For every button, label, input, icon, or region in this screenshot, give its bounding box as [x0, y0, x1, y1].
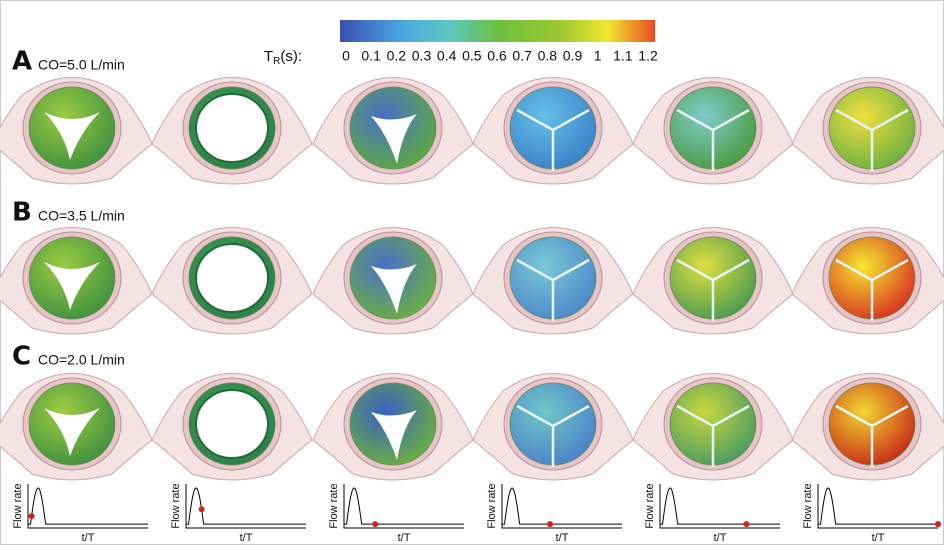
inset-x-label: t/T: [82, 532, 95, 544]
figure: TR(s): 0 0.1 0.2 0.3 0.4 0.5 0.6 0.7 0.8 0.9 1 1.1 1…: [0, 0, 944, 545]
valve: [633, 228, 793, 335]
valve: [473, 78, 633, 185]
colorbar-tick-label: 0.3: [412, 48, 432, 64]
time-marker: [372, 521, 378, 527]
valve: [152, 78, 312, 185]
flow-curve: [660, 488, 780, 524]
colorbar-tick-label: 0.5: [462, 48, 482, 64]
orifice: [196, 390, 268, 458]
colorbar-tick-label: 0.6: [487, 48, 507, 64]
inset-y-label: Flow rate: [644, 483, 656, 528]
panel-letter: B: [12, 198, 32, 228]
label-main: T: [264, 48, 273, 65]
valve: [633, 78, 793, 185]
valve: [0, 228, 152, 335]
label-suffix: (s):: [280, 48, 302, 65]
inset-y-label: Flow rate: [802, 483, 814, 528]
inset-x-label: t/T: [240, 532, 253, 544]
inset-y-label: Flow rate: [486, 483, 498, 528]
inset-x-label: t/T: [556, 532, 569, 544]
valve: [0, 78, 152, 185]
valve: [473, 374, 633, 481]
inset-axes: [502, 484, 622, 528]
inset-x-label: t/T: [714, 532, 727, 544]
valve: [792, 228, 944, 335]
colorbar-tick-label: 0.9: [563, 48, 583, 64]
colorbar: [340, 20, 655, 42]
label-sub: R: [273, 56, 280, 67]
flow-curve: [28, 488, 148, 524]
time-marker: [935, 521, 941, 527]
inset-axes: [28, 484, 148, 528]
colorbar-tick-label: 0.4: [437, 48, 457, 64]
valve: [313, 78, 473, 185]
colorbar-tick-label: 0.1: [361, 48, 381, 64]
colorbar-tick-label: 0: [342, 48, 350, 64]
valve: [792, 374, 944, 481]
colorbar-tick-label: 1.1: [613, 48, 633, 64]
inset-axes: [660, 484, 780, 528]
colorbar-tick-label: 0.2: [387, 48, 407, 64]
valve: [792, 78, 944, 185]
flow-curve: [186, 488, 306, 524]
valve: [0, 374, 152, 481]
valve: [313, 374, 473, 481]
colorbar-tick-label: 1: [594, 48, 602, 64]
valve: [313, 228, 473, 335]
colorbar-tick-label: 0.7: [512, 48, 532, 64]
panel-label: CO=2.0 L/min: [38, 352, 125, 368]
valve: [152, 374, 312, 481]
inset-y-label: Flow rate: [170, 483, 182, 528]
panel-letter: A: [12, 47, 32, 77]
panel-label: CO=3.5 L/min: [38, 208, 125, 224]
panel-label: CO=5.0 L/min: [38, 57, 125, 73]
flow-curve: [502, 488, 622, 524]
colorbar-tick-label: 0.8: [538, 48, 558, 64]
colorbar-label: TR(s):: [264, 48, 302, 67]
inset-axes: [344, 484, 464, 528]
colorbar-tick-label: 1.2: [638, 48, 658, 64]
inset-x-label: t/T: [398, 532, 411, 544]
time-marker: [547, 521, 553, 527]
orifice: [196, 94, 268, 162]
time-marker: [29, 513, 35, 519]
valve: [633, 374, 793, 481]
flow-curve: [818, 488, 938, 524]
flow-curve: [344, 488, 464, 524]
orifice: [196, 244, 268, 312]
inset-y-label: Flow rate: [12, 483, 24, 528]
inset-axes: [818, 484, 938, 528]
time-marker: [743, 521, 749, 527]
valve: [152, 228, 312, 335]
frame: [1, 1, 944, 545]
panel-letter: C: [12, 342, 31, 372]
inset-x-label: t/T: [872, 532, 885, 544]
inset-y-label: Flow rate: [328, 483, 340, 528]
inset-axes: [186, 484, 306, 528]
valve: [473, 228, 633, 335]
time-marker: [199, 506, 205, 512]
